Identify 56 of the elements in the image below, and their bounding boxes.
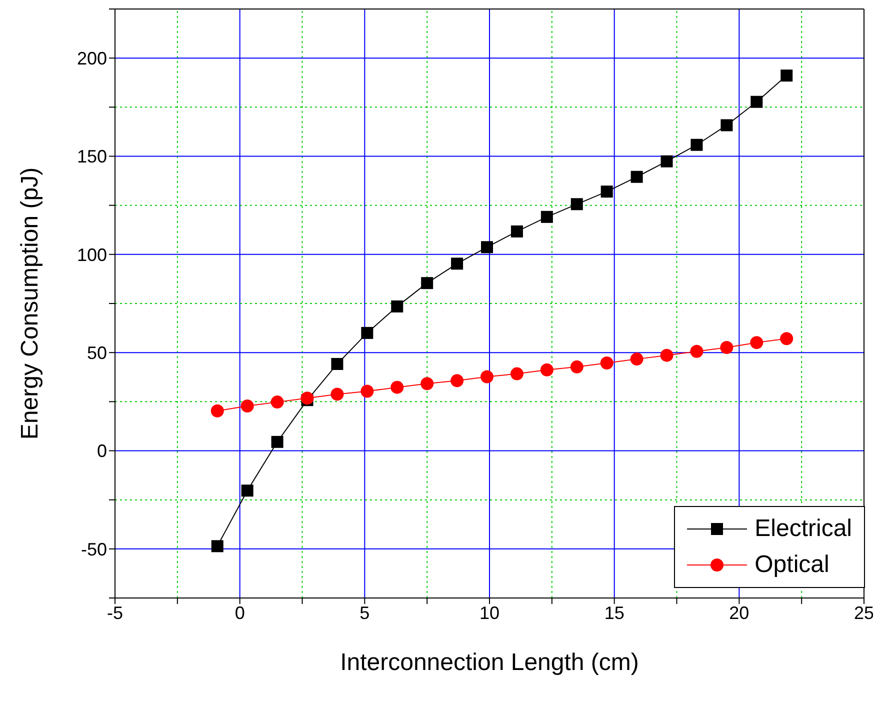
point <box>720 340 734 354</box>
point <box>780 70 793 82</box>
point <box>210 404 224 418</box>
y-tick-label: 200 <box>76 48 107 68</box>
point <box>450 374 464 388</box>
point <box>570 198 583 210</box>
point <box>690 344 704 358</box>
y-tick-label: 50 <box>86 342 107 363</box>
x-tick-label: 20 <box>729 602 750 623</box>
x-tick-label: 0 <box>234 602 245 623</box>
x-tick-label: 25 <box>854 602 874 623</box>
point <box>271 436 284 448</box>
point <box>330 388 344 401</box>
x-tick-label: -5 <box>106 602 124 623</box>
point <box>300 392 314 405</box>
point <box>540 210 553 223</box>
point <box>481 241 494 254</box>
y-axis-title: Energy Consumption (pJ) <box>16 167 44 440</box>
point <box>241 484 254 497</box>
point <box>750 96 763 108</box>
point <box>540 363 554 376</box>
point <box>780 332 794 346</box>
point <box>270 396 284 409</box>
point <box>331 358 344 370</box>
point <box>660 155 673 168</box>
point <box>421 277 434 290</box>
x-tick-label: 15 <box>604 602 624 623</box>
point <box>480 370 494 384</box>
point <box>240 399 254 412</box>
point <box>720 119 733 132</box>
point <box>600 356 614 370</box>
point <box>570 360 584 374</box>
point <box>390 380 404 394</box>
point <box>451 258 464 270</box>
point <box>361 326 374 339</box>
legend-label: Electrical <box>754 515 852 543</box>
point <box>660 348 674 362</box>
point <box>510 225 523 238</box>
legend-label: Optical <box>754 551 830 579</box>
point <box>600 186 613 198</box>
point <box>690 138 703 151</box>
point <box>630 170 643 183</box>
y-tick-label: 100 <box>76 244 107 265</box>
point <box>360 384 374 398</box>
point <box>630 352 644 366</box>
point <box>510 367 524 380</box>
point <box>211 540 224 552</box>
point <box>420 377 434 390</box>
point <box>391 300 404 312</box>
y-tick-label: 0 <box>96 441 107 462</box>
y-tick-label: 150 <box>76 146 107 167</box>
y-tick-label: -50 <box>80 539 107 560</box>
x-axis-title: Interconnection Length (cm) <box>340 649 639 676</box>
x-tick-label: 5 <box>360 602 370 623</box>
x-tick-label: 10 <box>479 602 500 623</box>
point <box>750 336 764 350</box>
